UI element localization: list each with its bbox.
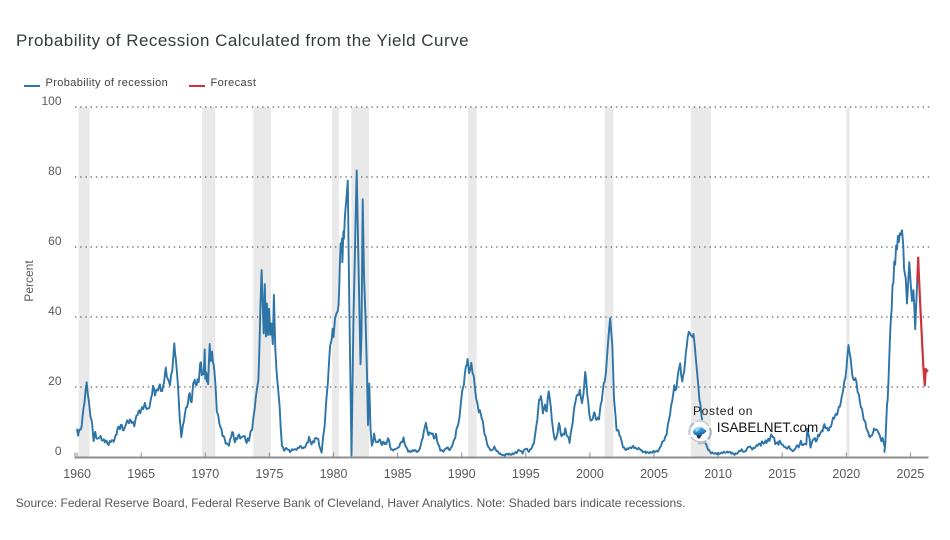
svg-text:1960: 1960	[63, 467, 91, 481]
svg-text:2000: 2000	[576, 467, 604, 481]
svg-text:1965: 1965	[127, 467, 155, 481]
svg-text:80: 80	[48, 164, 62, 178]
svg-text:20: 20	[48, 374, 62, 388]
svg-text:1995: 1995	[512, 467, 540, 481]
svg-text:1985: 1985	[384, 467, 412, 481]
svg-text:1970: 1970	[191, 467, 219, 481]
svg-text:2015: 2015	[768, 467, 796, 481]
svg-text:Percent: Percent	[22, 260, 36, 302]
svg-text:1980: 1980	[320, 467, 348, 481]
svg-text:1975: 1975	[255, 467, 283, 481]
svg-text:60: 60	[48, 234, 62, 248]
svg-text:40: 40	[48, 304, 62, 318]
svg-text:2005: 2005	[640, 467, 668, 481]
svg-text:2010: 2010	[704, 467, 732, 481]
svg-text:2020: 2020	[832, 467, 860, 481]
svg-text:1990: 1990	[448, 467, 476, 481]
svg-text:0: 0	[55, 444, 62, 458]
svg-text:100: 100	[41, 94, 61, 108]
svg-text:2025: 2025	[896, 467, 924, 481]
